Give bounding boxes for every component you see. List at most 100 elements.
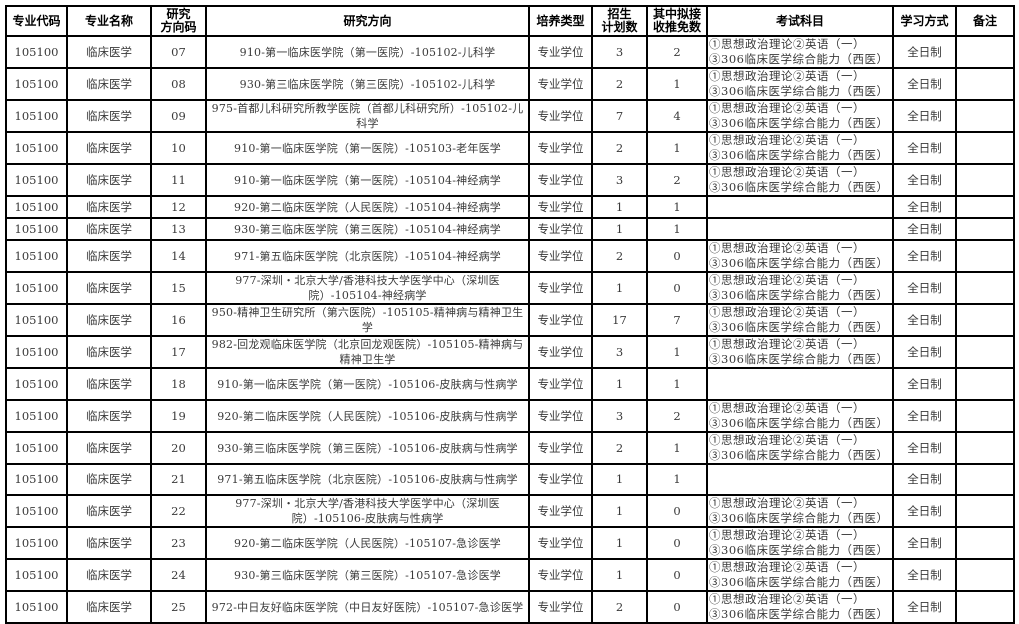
major-code-cell: 105100 bbox=[5, 35, 68, 69]
exempt-count-cell: 1 bbox=[646, 335, 708, 369]
table-row: 105100 临床医学 17 982-回龙观临床医学院（北京回龙观医院）-105105… bbox=[5, 335, 1015, 369]
table-row: 105100 临床医学 11 910-第一临床医学院（第一医院）-105104-神经病… bbox=[5, 163, 1015, 197]
exempt-count-cell: 1 bbox=[646, 217, 708, 241]
direction-cell: 920-第二临床医学院（人民医院）-105106-皮肤病与性病学 bbox=[205, 399, 530, 433]
direction-code-cell: 15 bbox=[150, 271, 207, 305]
degree-type-cell: 专业学位 bbox=[528, 163, 593, 197]
study-mode-cell: 全日制 bbox=[892, 163, 957, 197]
plan-count-cell: 1 bbox=[591, 494, 648, 528]
direction-cell: 930-第三临床医学院（第三医院）-105107-急诊医学 bbox=[205, 558, 530, 592]
exempt-count-cell: 1 bbox=[646, 67, 708, 101]
notes-cell bbox=[955, 431, 1015, 465]
exam-subjects-cell: ①思想政治理论②英语（一）③306临床医学综合能力（西医） bbox=[706, 526, 894, 560]
degree-type-cell: 专业学位 bbox=[528, 99, 593, 133]
notes-cell bbox=[955, 367, 1015, 401]
major-name-cell: 临床医学 bbox=[66, 163, 152, 197]
major-name-cell: 临床医学 bbox=[66, 271, 152, 305]
direction-code-cell: 19 bbox=[150, 399, 207, 433]
exempt-count-cell: 2 bbox=[646, 163, 708, 197]
header-major-code: 专业代码 bbox=[5, 5, 68, 37]
header-exempt-count: 其中拟接 收推免数 bbox=[646, 5, 708, 37]
study-mode-cell: 全日制 bbox=[892, 195, 957, 219]
major-code-cell: 105100 bbox=[5, 67, 68, 101]
notes-cell bbox=[955, 99, 1015, 133]
exempt-count-cell: 2 bbox=[646, 399, 708, 433]
notes-cell bbox=[955, 67, 1015, 101]
plan-count-cell: 1 bbox=[591, 526, 648, 560]
exempt-count-cell: 0 bbox=[646, 271, 708, 305]
major-code-cell: 105100 bbox=[5, 303, 68, 337]
header-row: 专业代码 专业名称 研究 方向码 研究方向 培养类型 招生 计划数 其中拟接 收推免数 考试科… bbox=[5, 5, 1015, 37]
table-row: 105100 临床医学 25 972-中日友好临床医学院（中日友好医院）-105107… bbox=[5, 590, 1015, 624]
header-notes: 备注 bbox=[955, 5, 1015, 37]
study-mode-cell: 全日制 bbox=[892, 239, 957, 273]
major-code-cell: 105100 bbox=[5, 367, 68, 401]
header-major-name: 专业名称 bbox=[66, 5, 152, 37]
major-code-cell: 105100 bbox=[5, 335, 68, 369]
exam-subjects-cell: ①思想政治理论②英语（一）③306临床医学综合能力（西医） bbox=[706, 590, 894, 624]
direction-cell: 971-第五临床医学院（北京医院）-105104-神经病学 bbox=[205, 239, 530, 273]
notes-cell bbox=[955, 35, 1015, 69]
table-row: 105100 临床医学 22 977-深圳・北京大学/香港科技大学医学中心（深圳医院）… bbox=[5, 494, 1015, 528]
table-row: 105100 临床医学 14 971-第五临床医学院（北京医院）-105104-神经病… bbox=[5, 239, 1015, 273]
exempt-count-cell: 0 bbox=[646, 494, 708, 528]
plan-count-cell: 1 bbox=[591, 463, 648, 496]
direction-code-cell: 16 bbox=[150, 303, 207, 337]
degree-type-cell: 专业学位 bbox=[528, 131, 593, 165]
major-name-cell: 临床医学 bbox=[66, 67, 152, 101]
direction-code-cell: 07 bbox=[150, 35, 207, 69]
header-exam-subjects: 考试科目 bbox=[706, 5, 894, 37]
direction-cell: 975-首都儿科研究所教学医院（首都儿科研究所）-105102-儿科学 bbox=[205, 99, 530, 133]
major-code-cell: 105100 bbox=[5, 271, 68, 305]
direction-code-cell: 17 bbox=[150, 335, 207, 369]
degree-type-cell: 专业学位 bbox=[528, 217, 593, 241]
major-code-cell: 105100 bbox=[5, 399, 68, 433]
notes-cell bbox=[955, 463, 1015, 496]
header-direction-code: 研究 方向码 bbox=[150, 5, 207, 37]
major-code-cell: 105100 bbox=[5, 494, 68, 528]
degree-type-cell: 专业学位 bbox=[528, 367, 593, 401]
degree-type-cell: 专业学位 bbox=[528, 558, 593, 592]
degree-type-cell: 专业学位 bbox=[528, 463, 593, 496]
major-name-cell: 临床医学 bbox=[66, 217, 152, 241]
direction-code-cell: 08 bbox=[150, 67, 207, 101]
direction-code-cell: 21 bbox=[150, 463, 207, 496]
header-study-mode: 学习方式 bbox=[892, 5, 957, 37]
notes-cell bbox=[955, 590, 1015, 624]
major-name-cell: 临床医学 bbox=[66, 494, 152, 528]
notes-cell bbox=[955, 558, 1015, 592]
exam-subjects-cell: ①思想政治理论②英语（一）③306临床医学综合能力（西医） bbox=[706, 35, 894, 69]
degree-type-cell: 专业学位 bbox=[528, 67, 593, 101]
plan-count-cell: 3 bbox=[591, 163, 648, 197]
degree-type-cell: 专业学位 bbox=[528, 195, 593, 219]
major-code-cell: 105100 bbox=[5, 558, 68, 592]
exam-subjects-cell: ①思想政治理论②英语（一）③306临床医学综合能力（西医） bbox=[706, 67, 894, 101]
plan-count-cell: 2 bbox=[591, 431, 648, 465]
notes-cell bbox=[955, 335, 1015, 369]
study-mode-cell: 全日制 bbox=[892, 271, 957, 305]
study-mode-cell: 全日制 bbox=[892, 67, 957, 101]
major-code-cell: 105100 bbox=[5, 590, 68, 624]
direction-code-cell: 13 bbox=[150, 217, 207, 241]
major-name-cell: 临床医学 bbox=[66, 99, 152, 133]
header-plan-count: 招生 计划数 bbox=[591, 5, 648, 37]
direction-code-cell: 12 bbox=[150, 195, 207, 219]
major-code-cell: 105100 bbox=[5, 463, 68, 496]
degree-type-cell: 专业学位 bbox=[528, 239, 593, 273]
degree-type-cell: 专业学位 bbox=[528, 431, 593, 465]
major-code-cell: 105100 bbox=[5, 526, 68, 560]
degree-type-cell: 专业学位 bbox=[528, 590, 593, 624]
table-row: 105100 临床医学 23 920-第二临床医学院（人民医院）-105107-急诊医… bbox=[5, 526, 1015, 560]
study-mode-cell: 全日制 bbox=[892, 303, 957, 337]
plan-count-cell: 17 bbox=[591, 303, 648, 337]
exam-subjects-cell: ①思想政治理论②英语（一）③306临床医学综合能力（西医） bbox=[706, 399, 894, 433]
direction-code-cell: 11 bbox=[150, 163, 207, 197]
plan-count-cell: 1 bbox=[591, 271, 648, 305]
exam-subjects-cell: ①思想政治理论②英语（一）③306临床医学综合能力（西医） bbox=[706, 494, 894, 528]
plan-count-cell: 3 bbox=[591, 35, 648, 69]
direction-cell: 920-第二临床医学院（人民医院）-105104-神经病学 bbox=[205, 195, 530, 219]
table-row: 105100 临床医学 24 930-第三临床医学院（第三医院）-105107-急诊医… bbox=[5, 558, 1015, 592]
direction-cell: 910-第一临床医学院（第一医院）-105103-老年医学 bbox=[205, 131, 530, 165]
plan-count-cell: 3 bbox=[591, 335, 648, 369]
major-name-cell: 临床医学 bbox=[66, 195, 152, 219]
